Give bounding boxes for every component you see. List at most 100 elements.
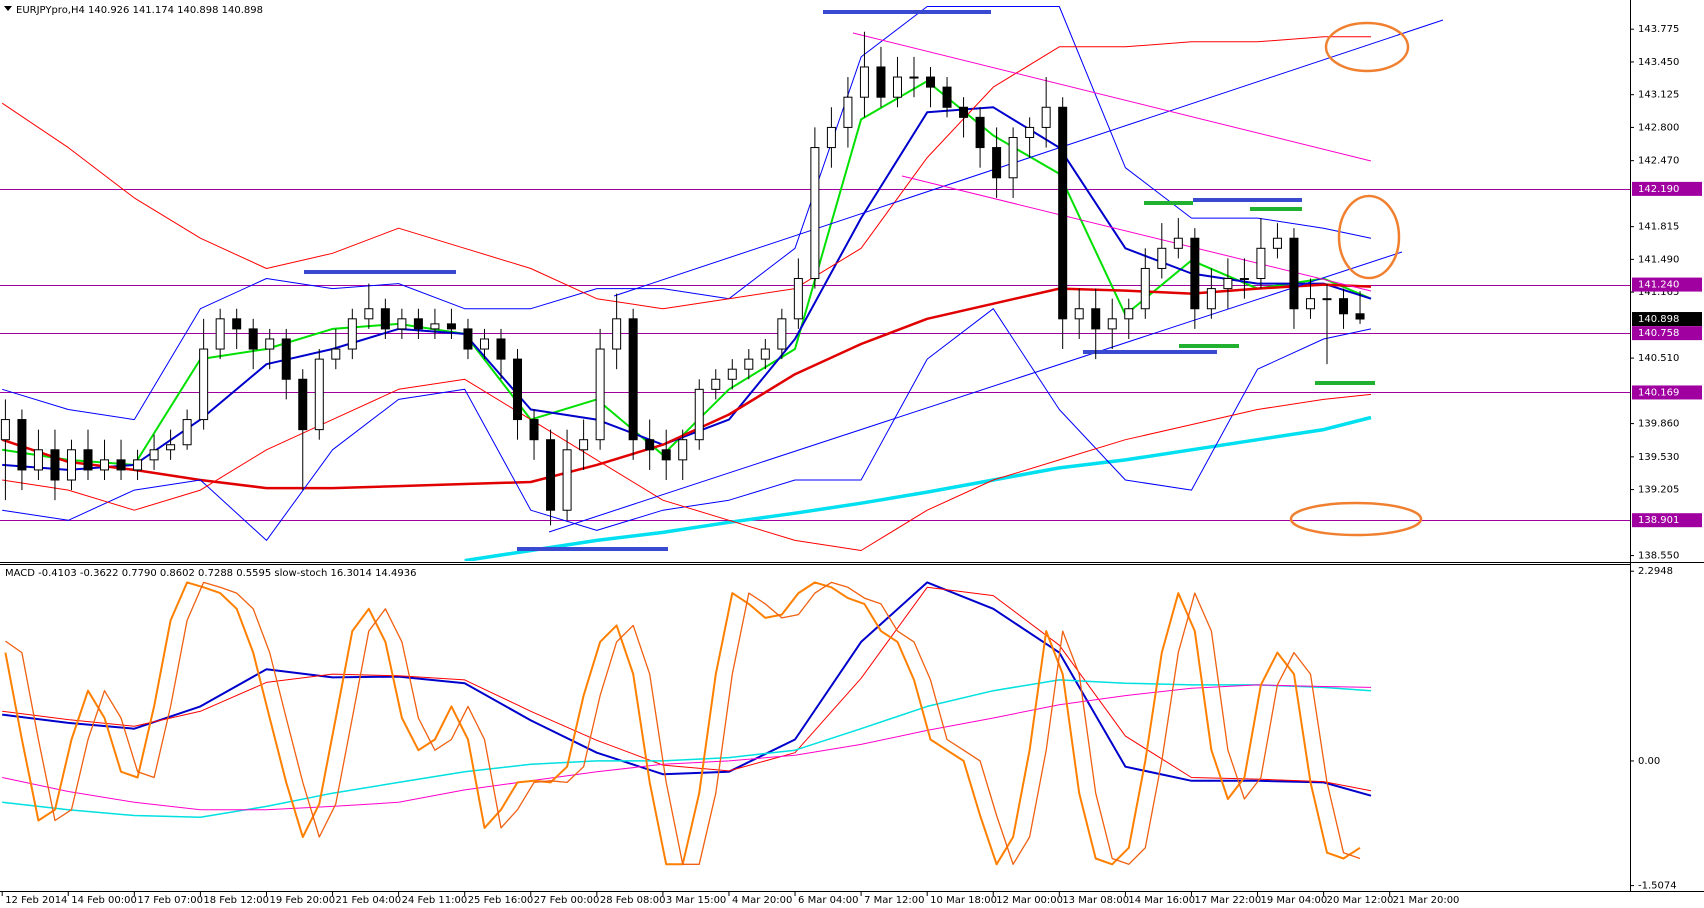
candle-body xyxy=(66,449,76,481)
candle-body xyxy=(628,318,638,441)
candle-body xyxy=(1305,298,1315,310)
x-tick-label: 27 Feb 00:00 xyxy=(534,895,600,906)
indicator-title: MACD -0.4103 -0.3622 0.7790 0.8602 0.728… xyxy=(5,568,416,579)
candle-body xyxy=(1322,298,1332,301)
candle-body xyxy=(992,147,1002,179)
x-tick-label: 13 Mar 08:00 xyxy=(1062,895,1129,906)
x-tick-label: 21 Feb 04:00 xyxy=(336,895,402,906)
y-tick-label: 139.530 xyxy=(1638,452,1679,463)
trend-line xyxy=(548,251,1403,533)
x-tick-label: 12 Feb 2014 xyxy=(5,895,67,906)
candle-body xyxy=(744,358,754,370)
candle-body xyxy=(446,323,456,330)
candle-body xyxy=(496,338,506,360)
candle-body xyxy=(265,338,275,350)
highlight-ellipse xyxy=(1289,501,1423,537)
indicator-line xyxy=(2,679,1372,818)
candle-body xyxy=(1173,237,1183,249)
indicator-line xyxy=(2,586,1372,792)
candle-body xyxy=(942,86,952,108)
x-tick-label: 25 Feb 16:00 xyxy=(468,895,534,906)
x-tick-label: 21 Mar 20:00 xyxy=(1393,895,1460,906)
candle-body xyxy=(100,459,110,471)
candle-body xyxy=(248,328,258,350)
candle-body xyxy=(727,368,737,380)
y-tick-label: 140.510 xyxy=(1638,353,1679,364)
current-price-label: 140.898 xyxy=(1638,314,1679,325)
trend-line xyxy=(613,19,1444,297)
highlight-ellipse xyxy=(1337,194,1401,280)
candle-body xyxy=(1339,298,1349,315)
level-label: 140.758 xyxy=(1638,328,1679,339)
candle-body xyxy=(760,348,770,360)
candle-body xyxy=(33,449,43,471)
indicator-line xyxy=(2,6,1372,421)
candle-body xyxy=(1008,136,1018,179)
indicator-line xyxy=(2,684,1372,811)
y-tick-label: 142.800 xyxy=(1638,122,1679,133)
candle-body xyxy=(1206,288,1216,310)
x-tick-label: 24 Feb 11:00 xyxy=(402,895,468,906)
x-tick-label: 28 Feb 08:00 xyxy=(600,895,666,906)
y-tick-label: 138.550 xyxy=(1638,551,1679,562)
x-tick-label: 3 Mar 15:00 xyxy=(666,895,726,906)
candle-body xyxy=(777,318,787,350)
y-tick-label: 143.775 xyxy=(1638,24,1679,35)
x-tick-label: 14 Mar 16:00 xyxy=(1128,895,1195,906)
candle-body xyxy=(826,126,836,149)
candle-body xyxy=(479,338,489,350)
candle-body xyxy=(83,449,93,471)
drawing-layer xyxy=(304,10,1444,551)
candle-body xyxy=(0,419,10,441)
trend-line xyxy=(852,32,1372,162)
level-label-box xyxy=(1632,513,1702,528)
candle-body xyxy=(612,318,622,350)
candle-body xyxy=(876,66,886,98)
candle-layer xyxy=(0,31,1365,526)
indicator-line xyxy=(2,581,1372,797)
candle-body xyxy=(1289,237,1299,310)
y-tick-label: 2.2948 xyxy=(1638,566,1673,577)
candle-body xyxy=(595,348,605,441)
price-panel xyxy=(0,6,1630,561)
candle-body xyxy=(1355,313,1365,320)
candle-body xyxy=(1058,106,1068,320)
level-label: 142.190 xyxy=(1638,184,1679,195)
x-tick-label: 17 Feb 07:00 xyxy=(137,895,203,906)
highlight-ellipse xyxy=(1324,21,1410,73)
candle-body xyxy=(281,338,291,380)
candle-body xyxy=(1272,237,1282,249)
candle-body xyxy=(17,419,27,471)
x-tick-label: 12 Mar 00:00 xyxy=(996,895,1063,906)
y-tick-label: 139.860 xyxy=(1638,419,1679,430)
candle-body xyxy=(711,378,721,390)
candle-body xyxy=(314,358,324,431)
y-tick-label: 143.450 xyxy=(1638,57,1679,68)
candle-body xyxy=(166,444,176,451)
candle-body xyxy=(678,439,688,461)
candle-body xyxy=(397,318,407,330)
level-label: 140.169 xyxy=(1638,387,1679,398)
candle-body xyxy=(843,96,853,128)
x-tick-label: 6 Mar 04:00 xyxy=(798,895,858,906)
indicator-line xyxy=(2,378,1372,551)
x-tick-label: 14 Feb 00:00 xyxy=(71,895,137,906)
candle-body xyxy=(116,459,126,471)
y-tick-label: -1.5074 xyxy=(1638,881,1677,892)
y-tick-label: 141.815 xyxy=(1638,222,1679,233)
candle-body xyxy=(380,308,390,330)
level-label-box xyxy=(1632,277,1702,292)
candle-body xyxy=(661,449,671,461)
indicator-line xyxy=(1,36,1371,310)
candle-body xyxy=(909,76,919,79)
candle-body xyxy=(463,328,473,350)
y-tick-label: 142.470 xyxy=(1638,156,1679,167)
x-tick-label: 10 Mar 18:00 xyxy=(930,895,997,906)
candle-body xyxy=(1140,267,1150,310)
level-label-box xyxy=(1632,326,1702,341)
x-tick-label: 19 Mar 04:00 xyxy=(1261,895,1328,906)
level-label-box xyxy=(1632,181,1702,196)
candle-body xyxy=(529,419,539,441)
